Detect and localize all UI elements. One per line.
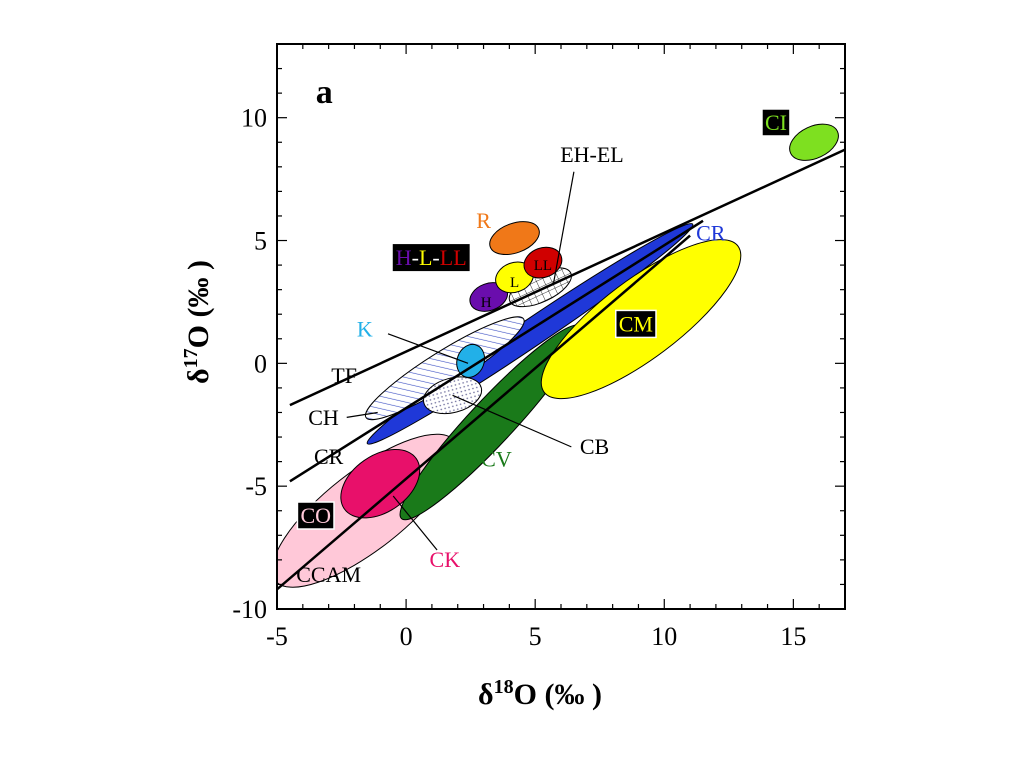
label-h-l-ll-part: - <box>432 245 439 270</box>
label-h: H <box>481 295 492 311</box>
label-tf: TF <box>331 363 357 388</box>
region-r <box>489 221 540 255</box>
y-tick-label: 0 <box>254 349 267 378</box>
reference-line-ccam <box>277 234 691 591</box>
leader-line-cb <box>452 394 572 448</box>
label-ll: LL <box>534 258 552 274</box>
y-axis-title: δ17O (‰ ) <box>180 260 215 384</box>
label-l: L <box>510 275 519 291</box>
leader-line-layer <box>346 171 575 551</box>
label-cr: CR <box>314 444 344 469</box>
label-bg-h-l-ll <box>392 244 470 272</box>
label-h-l-ll-part: - <box>412 245 419 270</box>
x-axis-title: δ18O (‰ ) <box>478 676 602 711</box>
label-co: CO <box>300 503 331 528</box>
x-tick-label: 0 <box>400 622 413 651</box>
y-tick-label: 5 <box>254 227 267 256</box>
panel-label: a <box>316 74 333 111</box>
label-h-l-ll: H-L-LL <box>396 245 467 270</box>
label-bg-cm <box>614 309 657 339</box>
x-axis-title-sup: 18 <box>494 676 514 698</box>
y-tick-label: 10 <box>241 104 267 133</box>
region-k <box>456 343 486 378</box>
label-cb: CB <box>580 434 609 459</box>
label-h-l-ll-part: H <box>396 245 412 270</box>
y-tick-label: -5 <box>245 472 267 501</box>
reference-line-tf <box>289 148 845 407</box>
leader-line-ch <box>346 411 378 418</box>
label-k: K <box>357 316 373 341</box>
x-axis-title-delta: δ <box>478 678 494 711</box>
label-h-l-ll-part: L <box>419 245 432 270</box>
label-eh-el: EH-EL <box>560 142 624 167</box>
label-ccam: CCAM <box>296 562 361 587</box>
label-ck: CK <box>430 547 461 572</box>
region-ci <box>789 123 839 161</box>
label-cv: CV <box>481 447 512 472</box>
region-ll <box>523 246 563 279</box>
label-bg-co <box>296 501 335 530</box>
x-tick-label: 5 <box>529 622 542 651</box>
label-bg-ci <box>761 108 791 137</box>
label-ci: CI <box>765 110 787 135</box>
label-ch: CH <box>308 405 339 430</box>
leader-line-ck <box>392 495 438 551</box>
y-axis-title-rest: O (‰ ) <box>182 260 215 348</box>
reference-line-layer <box>277 148 845 591</box>
label-cm: CM <box>619 311 653 336</box>
x-tick-label: 10 <box>651 622 677 651</box>
y-axis-title-sup: 17 <box>180 348 202 368</box>
label-h-l-ll-part: LL <box>440 245 467 270</box>
y-tick-label: -10 <box>232 595 267 624</box>
leader-line-eh-el <box>552 171 575 285</box>
reference-line-cr <box>289 219 704 483</box>
y-axis-title-delta: δ <box>182 368 215 384</box>
label-cr: CR <box>696 221 726 246</box>
leader-line-k <box>387 333 469 364</box>
x-axis-title-rest: O (‰ ) <box>514 678 602 711</box>
x-tick-label: -5 <box>266 622 288 651</box>
x-tick-label: 15 <box>780 622 806 651</box>
label-r: R <box>476 208 491 233</box>
region-ck <box>340 449 421 519</box>
